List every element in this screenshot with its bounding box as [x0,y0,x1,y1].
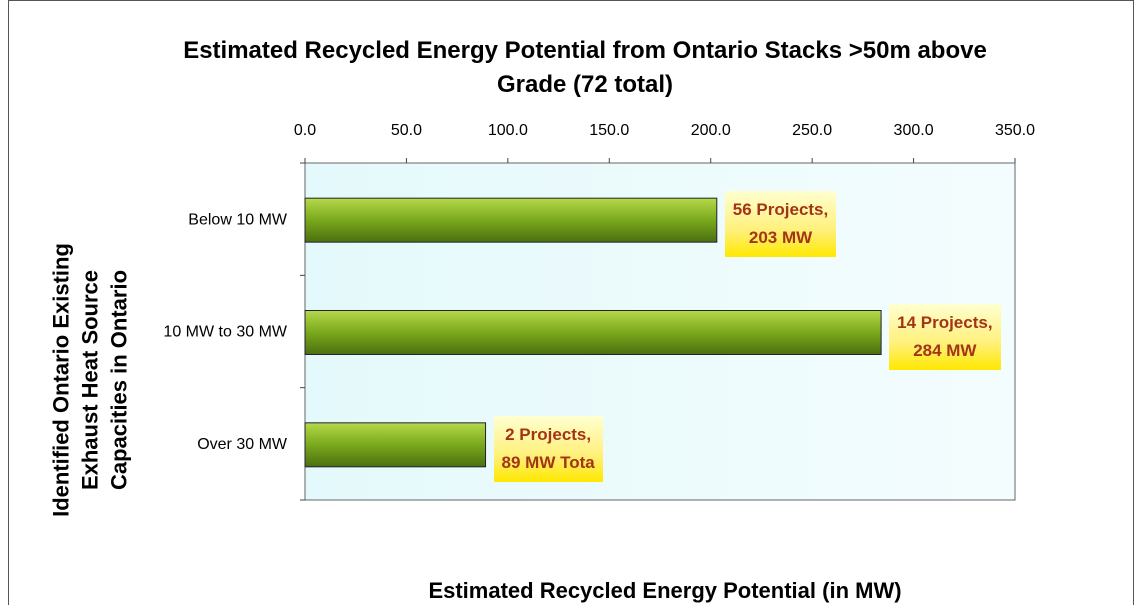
chart-title: Estimated Recycled Energy Potential from… [183,37,987,98]
y-tick-label: 10 MW to 30 MW [163,324,287,341]
frame [8,0,1134,605]
x-tick-label: 50.0 [391,122,422,139]
x-tick-label: 100.0 [488,122,528,139]
x-tick-label: 350.0 [995,122,1035,139]
x-tick-label: 150.0 [589,122,629,139]
x-tick-label: 0.0 [294,122,316,139]
x-tick-label: 250.0 [792,122,832,139]
bar [304,422,487,468]
bar [304,310,882,355]
y-tick-label: Over 30 MW [197,436,288,453]
x-tick-label: 300.0 [894,122,934,139]
data-label: 2 Projects, 89 MW Tota [493,415,603,482]
bar [304,197,718,243]
x-tick-label: 200.0 [691,122,731,139]
y-tick-label: Below 10 MW [188,211,288,228]
data-label: 56 Projects, 203 MW [724,191,837,258]
x-axis-title: Estimated Recycled Energy Potential (in … [428,578,902,603]
data-label: 14 Projects, 284 MW [889,303,1001,370]
